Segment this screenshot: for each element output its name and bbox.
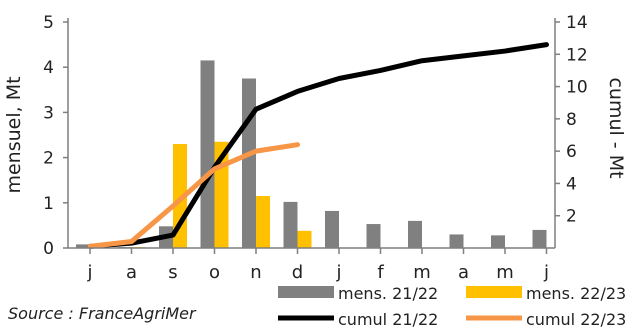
bar-mens-21-22-10 xyxy=(491,235,505,248)
left-tick-label: 2 xyxy=(43,149,54,169)
right-tick-label: 4 xyxy=(566,174,577,194)
x-tick-label: j xyxy=(335,262,341,283)
x-tick-label: m xyxy=(413,262,431,283)
legend-label: mens. 22/23 xyxy=(526,284,626,303)
bar-mens-21-22-5 xyxy=(283,201,298,248)
bar-mens-21-22-9 xyxy=(449,234,464,248)
x-tick-label: o xyxy=(209,262,220,283)
legend-label: mens. 21/22 xyxy=(338,284,438,303)
bar-mens-22-23-4 xyxy=(256,196,270,248)
x-tick-label: d xyxy=(292,262,303,283)
right-tick-label: 2 xyxy=(566,207,577,227)
legend: mens. 21/22 mens. 22/23 cumul 21/22 cumul 2… xyxy=(278,284,626,329)
left-axis-title: mensuel, Mt xyxy=(3,76,25,193)
bar-mens-21-22-3 xyxy=(200,60,215,248)
line-cumul-22-23 xyxy=(87,142,300,249)
right-tick-label: 10 xyxy=(566,78,588,98)
bar-mens-22-23-5 xyxy=(297,230,312,248)
left-tick-label: 1 xyxy=(43,194,54,214)
right-axis-title: cumul - Mt xyxy=(605,77,627,178)
legend-label: cumul 22/23 xyxy=(526,310,626,329)
right-tick-label: 8 xyxy=(566,110,577,130)
x-tick-label: n xyxy=(250,262,261,283)
right-tick-label: 14 xyxy=(566,13,588,33)
legend-label: cumul 21/22 xyxy=(338,310,438,329)
legend-swatch xyxy=(278,286,334,298)
bar-mens-21-22-11 xyxy=(532,229,547,248)
source-note: Source : FranceAgriMer xyxy=(8,304,197,323)
cumulative-lines xyxy=(87,42,549,249)
x-tick-label: j xyxy=(543,262,549,283)
legend-swatch xyxy=(466,286,522,298)
x-tick-label: a xyxy=(458,262,469,283)
left-tick-label: 4 xyxy=(43,58,54,78)
bar-mens-21-22-8 xyxy=(408,220,422,248)
x-tick-label: a xyxy=(126,262,137,283)
x-tick-label: s xyxy=(168,262,177,283)
bar-mens-21-22-7 xyxy=(366,224,381,248)
bar-mens-21-22-0 xyxy=(76,244,90,248)
line-cumul-21-22 xyxy=(87,42,549,249)
x-tick-label: f xyxy=(377,262,384,283)
x-tick-label: j xyxy=(86,262,92,283)
bar-mens-21-22-4 xyxy=(242,78,256,248)
x-tick-label: m xyxy=(496,262,514,283)
left-tick-label: 0 xyxy=(43,239,54,259)
right-tick-label: 6 xyxy=(566,142,577,162)
right-tick-label: 12 xyxy=(566,45,588,65)
bar-mens-21-22-6 xyxy=(325,210,339,248)
left-tick-label: 3 xyxy=(43,103,54,123)
left-tick-label: 5 xyxy=(43,13,54,33)
